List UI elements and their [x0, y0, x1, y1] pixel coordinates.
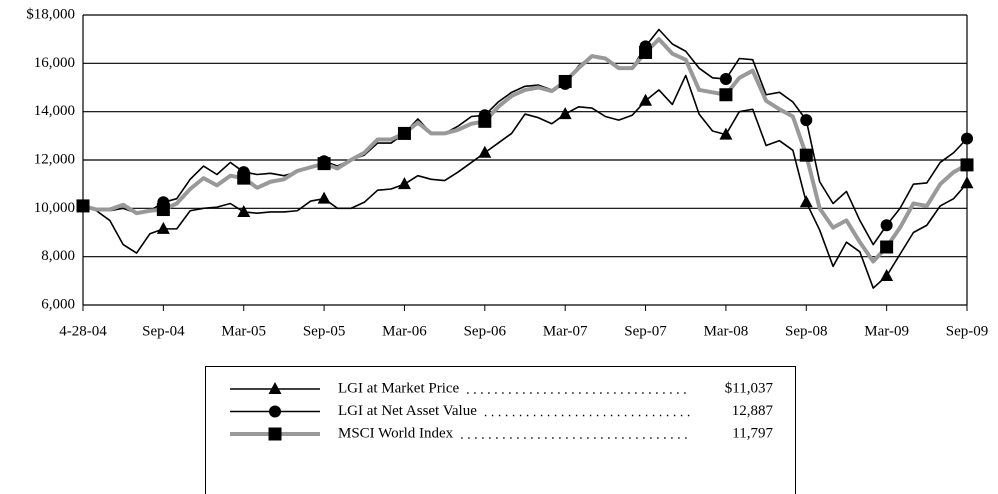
marker [960, 158, 974, 172]
legend-value: $11,037 [725, 380, 774, 396]
legend-value: 11,797 [732, 425, 773, 441]
x-tick-label: Mar-05 [221, 323, 266, 339]
x-tick-label: Sep-08 [785, 323, 828, 339]
x-tick-label: Sep-07 [624, 323, 667, 339]
y-tick-label: 12,000 [34, 151, 75, 167]
x-tick-label: Mar-06 [382, 323, 427, 339]
marker [478, 114, 492, 128]
x-tick-label: Mar-08 [704, 323, 749, 339]
marker [268, 382, 282, 394]
x-tick-label: Sep-04 [142, 323, 185, 339]
x-tick-label: Sep-06 [464, 323, 507, 339]
marker [317, 191, 331, 204]
marker [558, 74, 572, 88]
marker [237, 171, 251, 185]
marker [76, 199, 90, 213]
marker [156, 203, 170, 217]
series-line [82, 74, 968, 289]
marker [397, 177, 411, 190]
y-tick-label: 10,000 [34, 200, 75, 216]
marker [268, 427, 282, 441]
marker [639, 45, 653, 59]
legend-label: MSCI World Index [338, 425, 454, 441]
marker [719, 88, 733, 102]
marker [156, 221, 170, 234]
marker [799, 148, 813, 162]
marker [880, 240, 894, 254]
series-line [82, 28, 968, 246]
marker [961, 132, 973, 145]
marker [558, 107, 572, 120]
marker [960, 176, 974, 189]
marker [880, 269, 894, 281]
marker [317, 157, 331, 171]
marker [397, 126, 411, 140]
legend-value: 12,887 [732, 403, 774, 419]
marker [478, 145, 492, 158]
x-tick-label: Mar-07 [543, 323, 588, 339]
y-tick-label: 16,000 [34, 55, 75, 71]
marker [800, 114, 813, 127]
x-tick-label: Sep-05 [303, 323, 346, 339]
y-tick-label: 8,000 [41, 248, 75, 264]
marker [799, 195, 813, 208]
marker [719, 127, 733, 140]
legend-box [205, 366, 796, 494]
marker [269, 405, 281, 418]
y-tick-label: $18,000 [26, 6, 75, 22]
y-tick-label: 14,000 [34, 103, 75, 119]
x-tick-label: 4-28-04 [59, 323, 107, 339]
x-tick-label: Mar-09 [864, 323, 909, 339]
x-tick-label: Sep-09 [946, 323, 989, 339]
marker [639, 93, 653, 106]
marker [880, 219, 893, 232]
legend-label: LGI at Net Asset Value [338, 403, 477, 419]
marker [719, 73, 732, 86]
series-line [82, 37, 968, 264]
legend-label: LGI at Market Price [338, 380, 460, 396]
marker [237, 204, 251, 217]
y-tick-label: 6,000 [41, 296, 75, 312]
